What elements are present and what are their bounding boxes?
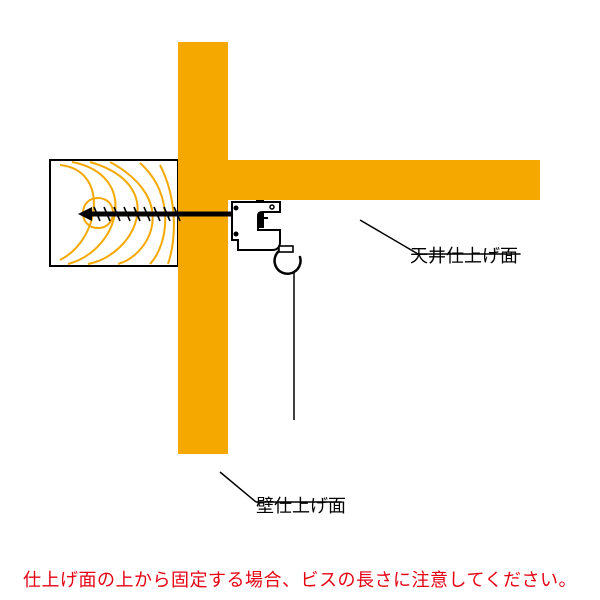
- wall-finish-surface: [178, 42, 228, 454]
- wall-label: 壁仕上げ面: [256, 496, 346, 516]
- installation-diagram: 天井仕上げ面壁仕上げ面: [0, 0, 600, 600]
- rail-fastener-dot: [234, 232, 239, 237]
- wall-leader: [220, 472, 256, 502]
- ceiling-finish-surface: [228, 160, 540, 200]
- rail-fastener-dot: [234, 206, 239, 211]
- warning-text: 仕上げ面の上から固定する場合、ビスの長さに注意してください。: [0, 566, 600, 592]
- ceiling-label: 天井仕上げ面: [410, 246, 518, 266]
